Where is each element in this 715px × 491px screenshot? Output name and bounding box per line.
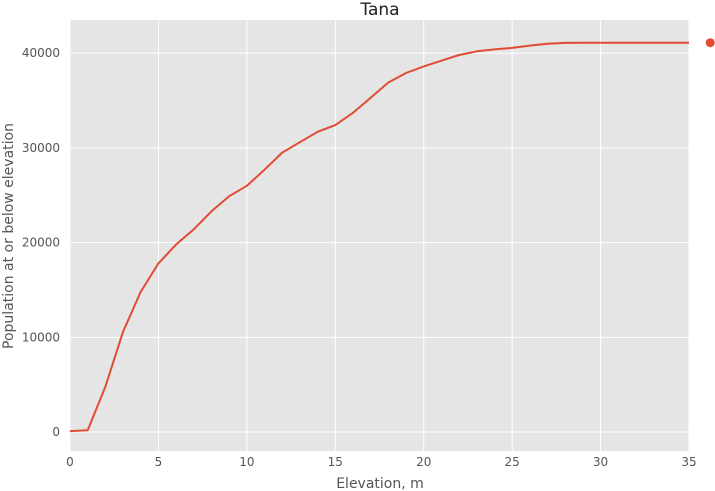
y-tick-label: 10000 — [22, 330, 60, 344]
x-axis: 0 5 10 15 20 25 30 35 — [66, 455, 696, 469]
x-tick-label: 5 — [155, 455, 163, 469]
plot-area — [69, 20, 690, 451]
x-tick-label: 35 — [681, 455, 696, 469]
x-tick-label: 10 — [239, 455, 254, 469]
y-tick-label: 20000 — [22, 236, 60, 250]
chart-title: Tana — [359, 0, 399, 20]
y-tick-label: 40000 — [22, 46, 60, 60]
plot-background — [70, 20, 689, 451]
x-tick-label: 30 — [593, 455, 608, 469]
y-axis: 0 10000 20000 30000 40000 — [22, 46, 60, 439]
x-axis-label: Elevation, m — [336, 476, 424, 491]
y-tick-label: 0 — [52, 425, 60, 439]
series-layer — [69, 38, 715, 433]
x-tick-label: 15 — [328, 455, 343, 469]
y-tick-label: 30000 — [22, 141, 60, 155]
x-tick-label: 25 — [505, 455, 520, 469]
x-tick-label: 0 — [66, 455, 74, 469]
series-marker — [705, 38, 715, 48]
y-axis-label: Population at or below elevation — [1, 123, 17, 349]
series-line — [69, 41, 689, 433]
x-tick-label: 20 — [416, 455, 431, 469]
